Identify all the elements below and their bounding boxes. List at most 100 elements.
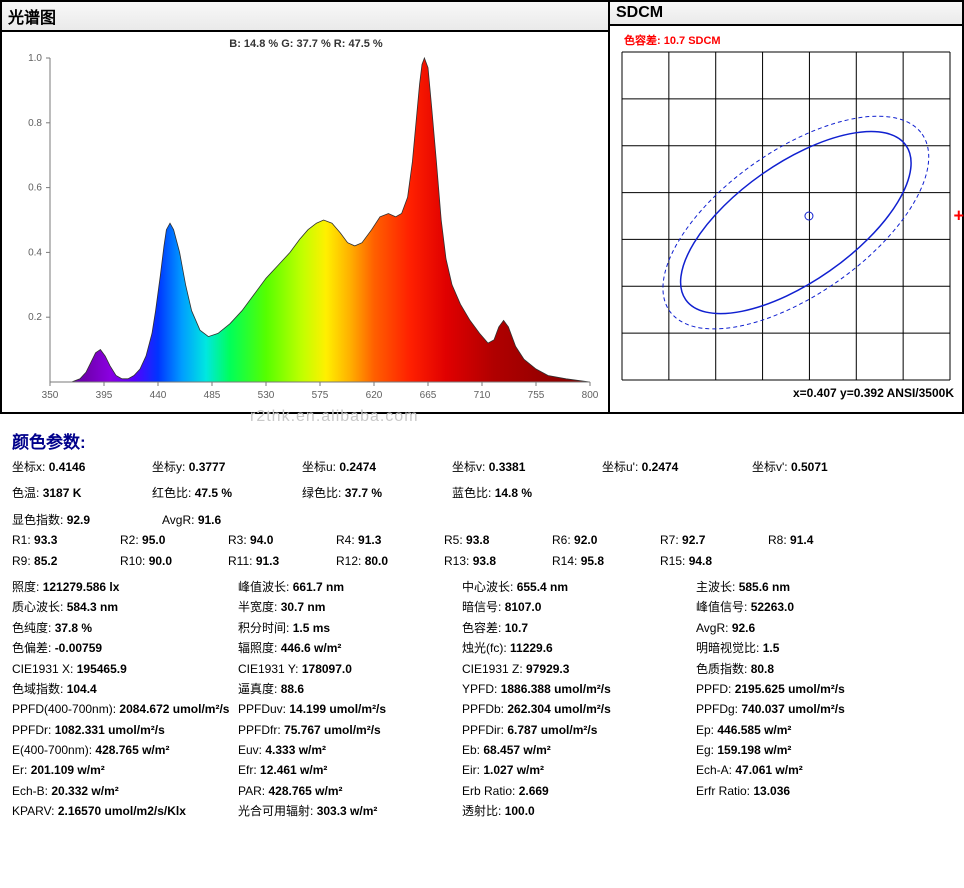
measurement-row: CIE1931 X: 195465.9CIE1931 Y: 178097.0CI… xyxy=(12,659,952,679)
param-value: 14.199 umol/m²/s xyxy=(289,702,386,716)
svg-text:0.6: 0.6 xyxy=(28,183,42,194)
param-label: R7: xyxy=(660,533,679,547)
param-item: Ech-B: 20.332 w/m² xyxy=(12,781,238,801)
param-label: 坐标x: xyxy=(12,460,45,474)
param-label: Ech-A: xyxy=(696,763,732,777)
param-label: 坐标v': xyxy=(752,460,788,474)
param-item: R2: 95.0 xyxy=(120,530,228,550)
param-label: 中心波长: xyxy=(462,580,513,594)
param-value: 303.3 w/m² xyxy=(317,804,378,818)
r9-r15-row: R9: 85.2R10: 90.0R11: 91.3R12: 80.0R13: … xyxy=(12,551,952,571)
param-item: R15: 94.8 xyxy=(660,551,768,571)
param-label: CIE1931 Z: xyxy=(462,662,523,676)
svg-text:665: 665 xyxy=(420,390,437,401)
param-value: 91.4 xyxy=(790,533,813,547)
param-value: 446.585 w/m² xyxy=(717,723,791,737)
param-item: AvgR: 92.6 xyxy=(696,618,936,638)
param-item: Er: 201.109 w/m² xyxy=(12,760,238,780)
param-label: 积分时间: xyxy=(238,621,289,635)
param-value: 2084.672 umol/m²/s xyxy=(119,702,229,716)
param-item: 光合可用辐射: 303.3 w/m² xyxy=(238,801,462,821)
param-value: 75.767 umol/m²/s xyxy=(284,723,381,737)
param-value: 6.787 umol/m²/s xyxy=(507,723,597,737)
param-item: R6: 92.0 xyxy=(552,530,660,550)
sdcm-plot: 色容差: 10.7 SDCM x=0.407 y=0.392 ANSI/3500… xyxy=(610,26,962,406)
param-value: 195465.9 xyxy=(77,662,127,676)
svg-text:0.2: 0.2 xyxy=(28,312,42,323)
param-item: PAR: 428.765 w/m² xyxy=(238,781,462,801)
param-value: 1082.331 umol/m²/s xyxy=(55,723,165,737)
param-value: 1.5 ms xyxy=(293,621,330,635)
param-label: 色纯度: xyxy=(12,621,51,635)
param-label: E(400-700nm): xyxy=(12,743,92,757)
param-label: 逼真度: xyxy=(238,682,277,696)
param-label: 蓝色比: xyxy=(452,486,491,500)
param-label: AvgR: xyxy=(696,621,728,635)
param-value: 92.7 xyxy=(682,533,705,547)
param-item: CIE1931 Z: 97929.3 xyxy=(462,659,696,679)
param-item: 逼真度: 88.6 xyxy=(238,679,462,699)
svg-text:1.0: 1.0 xyxy=(28,53,42,64)
param-label: 暗信号: xyxy=(462,600,501,614)
param-value: 104.4 xyxy=(67,682,97,696)
param-value: 446.6 w/m² xyxy=(281,641,342,655)
param-item: PPFD: 2195.625 umol/m²/s xyxy=(696,679,936,699)
param-value: 10.7 xyxy=(505,621,528,635)
param-item: 绿色比: 37.7 % xyxy=(302,483,452,503)
param-item: 显色指数: 92.9 xyxy=(12,510,162,530)
param-label: Ech-B: xyxy=(12,784,48,798)
measurement-row: PPFDr: 1082.331 umol/m²/sPPFDfr: 75.767 … xyxy=(12,720,952,740)
param-value: 178097.0 xyxy=(302,662,352,676)
param-label: R1: xyxy=(12,533,31,547)
param-value: 95.8 xyxy=(581,554,604,568)
params-title: 颜色参数: xyxy=(12,428,952,453)
param-label: PPFDb: xyxy=(462,702,504,716)
param-item: Eb: 68.457 w/m² xyxy=(462,740,696,760)
param-label: R14: xyxy=(552,554,577,568)
param-value: -0.00759 xyxy=(55,641,102,655)
param-value: 30.7 nm xyxy=(281,600,326,614)
param-item: 中心波长: 655.4 nm xyxy=(462,577,696,597)
param-item: 主波长: 585.6 nm xyxy=(696,577,936,597)
param-item: 坐标u: 0.2474 xyxy=(302,457,452,477)
param-item: PPFDir: 6.787 umol/m²/s xyxy=(462,720,696,740)
param-item: 照度: 121279.586 lx xyxy=(12,577,238,597)
param-item: 烛光(fc): 11229.6 xyxy=(462,638,696,658)
param-label: R4: xyxy=(336,533,355,547)
param-item: R1: 93.3 xyxy=(12,530,120,550)
param-label: Er: xyxy=(12,763,27,777)
param-item: R8: 91.4 xyxy=(768,530,876,550)
param-label: PPFDg: xyxy=(696,702,738,716)
param-value: 97929.3 xyxy=(526,662,569,676)
param-label: Efr: xyxy=(238,763,257,777)
param-label: Eb: xyxy=(462,743,480,757)
svg-text:755: 755 xyxy=(528,390,545,401)
param-label: 光合可用辐射: xyxy=(238,804,313,818)
param-item: 色质指数: 80.8 xyxy=(696,659,936,679)
param-value: 20.332 w/m² xyxy=(51,784,118,798)
param-value: 100.0 xyxy=(505,804,535,818)
param-item: 坐标x: 0.4146 xyxy=(12,457,152,477)
param-value: 93.8 xyxy=(466,533,489,547)
param-label: R10: xyxy=(120,554,145,568)
param-value: 12.461 w/m² xyxy=(260,763,327,777)
param-value: 11229.6 xyxy=(510,641,553,655)
param-value: 262.304 umol/m²/s xyxy=(507,702,610,716)
param-item: R12: 80.0 xyxy=(336,551,444,571)
sdcm-svg xyxy=(610,26,962,406)
spectrometer-report: 光谱图 B: 14.8 % G: 37.7 % R: 47.5 % 0.20.4… xyxy=(0,0,964,834)
param-value: 1886.388 umol/m²/s xyxy=(501,682,611,696)
param-label: PPFDfr: xyxy=(238,723,281,737)
param-item: 峰值波长: 661.7 nm xyxy=(238,577,462,597)
param-label: PPFDuv: xyxy=(238,702,286,716)
param-label: R6: xyxy=(552,533,571,547)
param-item: 色域指数: 104.4 xyxy=(12,679,238,699)
plus-icon: + xyxy=(953,206,964,227)
param-label: PAR: xyxy=(238,784,265,798)
spectrum-svg: 0.20.40.60.81.03503954404855305756206657… xyxy=(2,32,610,412)
param-item: PPFD(400-700nm): 2084.672 umol/m²/s xyxy=(12,699,238,719)
param-value: 201.109 w/m² xyxy=(31,763,105,777)
param-value: 80.0 xyxy=(365,554,388,568)
param-item: Eir: 1.027 w/m² xyxy=(462,760,696,780)
param-label: Erfr Ratio: xyxy=(696,784,750,798)
